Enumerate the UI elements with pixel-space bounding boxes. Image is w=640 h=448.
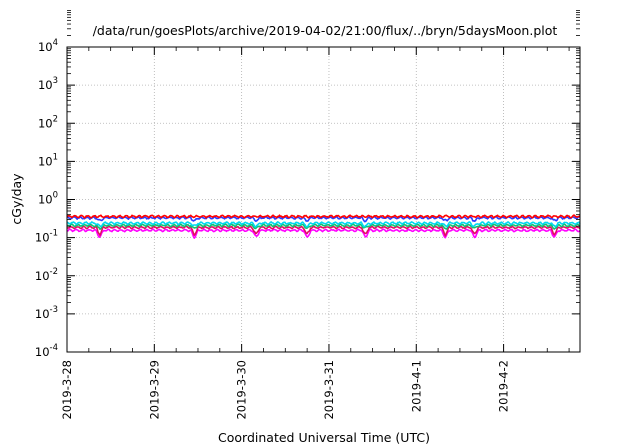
y-tick-exponent: 1 [53, 152, 58, 162]
x-tick-label: 2019-3-28 [60, 360, 74, 420]
y-tick-label: 10-3 [35, 305, 58, 321]
y-tick-exponent: -3 [50, 305, 58, 315]
y-tick-exponent: -2 [50, 267, 58, 277]
series-line [66, 223, 581, 230]
x-tick-label: 2019-4-1 [409, 360, 423, 412]
y-tick-exponent: 0 [53, 191, 58, 201]
y-tick-exponent: 2 [53, 114, 58, 124]
x-tick-label: 2019-3-29 [147, 360, 161, 420]
y-tick-base: 10 [35, 307, 50, 321]
y-tick-base: 10 [38, 154, 53, 168]
series-line [66, 228, 581, 239]
y-tick-exponent: 4 [53, 38, 58, 48]
y-tick-label: 103 [38, 76, 58, 92]
chart-title: /data/run/goesPlots/archive/2019-04-02/2… [93, 23, 558, 38]
plot-frame [66, 46, 581, 353]
y-tick-base: 10 [38, 40, 53, 54]
y-tick-base: 10 [35, 269, 50, 283]
series-line [66, 225, 581, 237]
y-tick-base: 10 [38, 193, 53, 207]
tick-marks [66, 10, 580, 353]
y-tick-label: 102 [38, 114, 58, 130]
series-line [66, 214, 581, 219]
y-tick-exponent: -4 [50, 343, 58, 353]
y-tick-label: 10-1 [35, 229, 58, 245]
x-tick-labels: 2019-3-28 2019-3-29 2019-3-30 2019-3-31 2019… [60, 360, 511, 420]
series-line [66, 215, 581, 223]
x-tick-label: 2019-3-31 [322, 360, 336, 420]
y-tick-exponent: -1 [50, 229, 58, 239]
series-line [66, 221, 581, 228]
y-tick-exponent: 3 [53, 76, 58, 86]
y-tick-label: 104 [38, 38, 58, 54]
x-axis-label: Coordinated Universal Time (UTC) [218, 430, 430, 445]
x-tick-label: 2019-3-30 [235, 360, 249, 420]
x-tick-label: 2019-4-2 [497, 360, 511, 412]
y-tick-label: 10-2 [35, 267, 58, 283]
y-tick-label: 10-4 [35, 343, 58, 359]
y-tick-base: 10 [38, 78, 53, 92]
y-tick-label: 101 [38, 152, 58, 168]
y-tick-label: 100 [38, 191, 58, 207]
y-axis-label: cGy/day [9, 173, 24, 225]
y-tick-base: 10 [38, 116, 53, 130]
y-tick-base: 10 [35, 345, 50, 359]
series-lines [66, 214, 581, 239]
y-tick-base: 10 [35, 231, 50, 245]
grid-lines [67, 47, 580, 352]
